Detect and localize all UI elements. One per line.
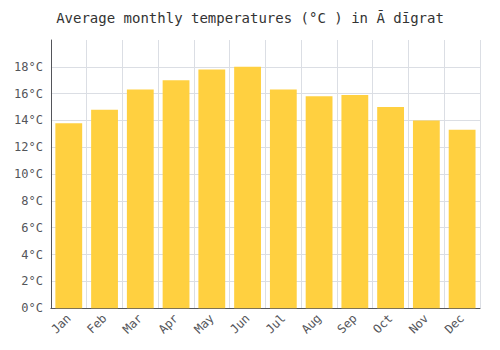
svg-text:Jan: Jan [49, 311, 74, 336]
svg-text:Average monthly temperatures (: Average monthly temperatures (°C ) in Ā … [56, 10, 444, 26]
svg-text:16°C: 16°C [14, 87, 43, 101]
svg-text:10°C: 10°C [14, 167, 43, 181]
svg-text:Jul: Jul [263, 311, 288, 336]
svg-text:May: May [192, 311, 217, 336]
svg-text:0°C: 0°C [21, 301, 43, 315]
svg-text:Jun: Jun [227, 311, 252, 336]
svg-text:Sep: Sep [335, 311, 360, 336]
svg-text:4°C: 4°C [21, 248, 43, 262]
svg-text:Feb: Feb [84, 311, 109, 336]
svg-text:2°C: 2°C [21, 274, 43, 288]
svg-text:Apr: Apr [156, 311, 181, 336]
svg-text:14°C: 14°C [14, 113, 43, 127]
svg-text:Dec: Dec [442, 311, 467, 336]
svg-text:Aug: Aug [299, 311, 324, 336]
svg-text:Nov: Nov [406, 311, 431, 336]
svg-text:8°C: 8°C [21, 194, 43, 208]
svg-text:18°C: 18°C [14, 60, 43, 74]
svg-text:Mar: Mar [120, 311, 145, 336]
svg-text:6°C: 6°C [21, 221, 43, 235]
svg-text:Oct: Oct [370, 311, 395, 336]
svg-text:12°C: 12°C [14, 140, 43, 154]
